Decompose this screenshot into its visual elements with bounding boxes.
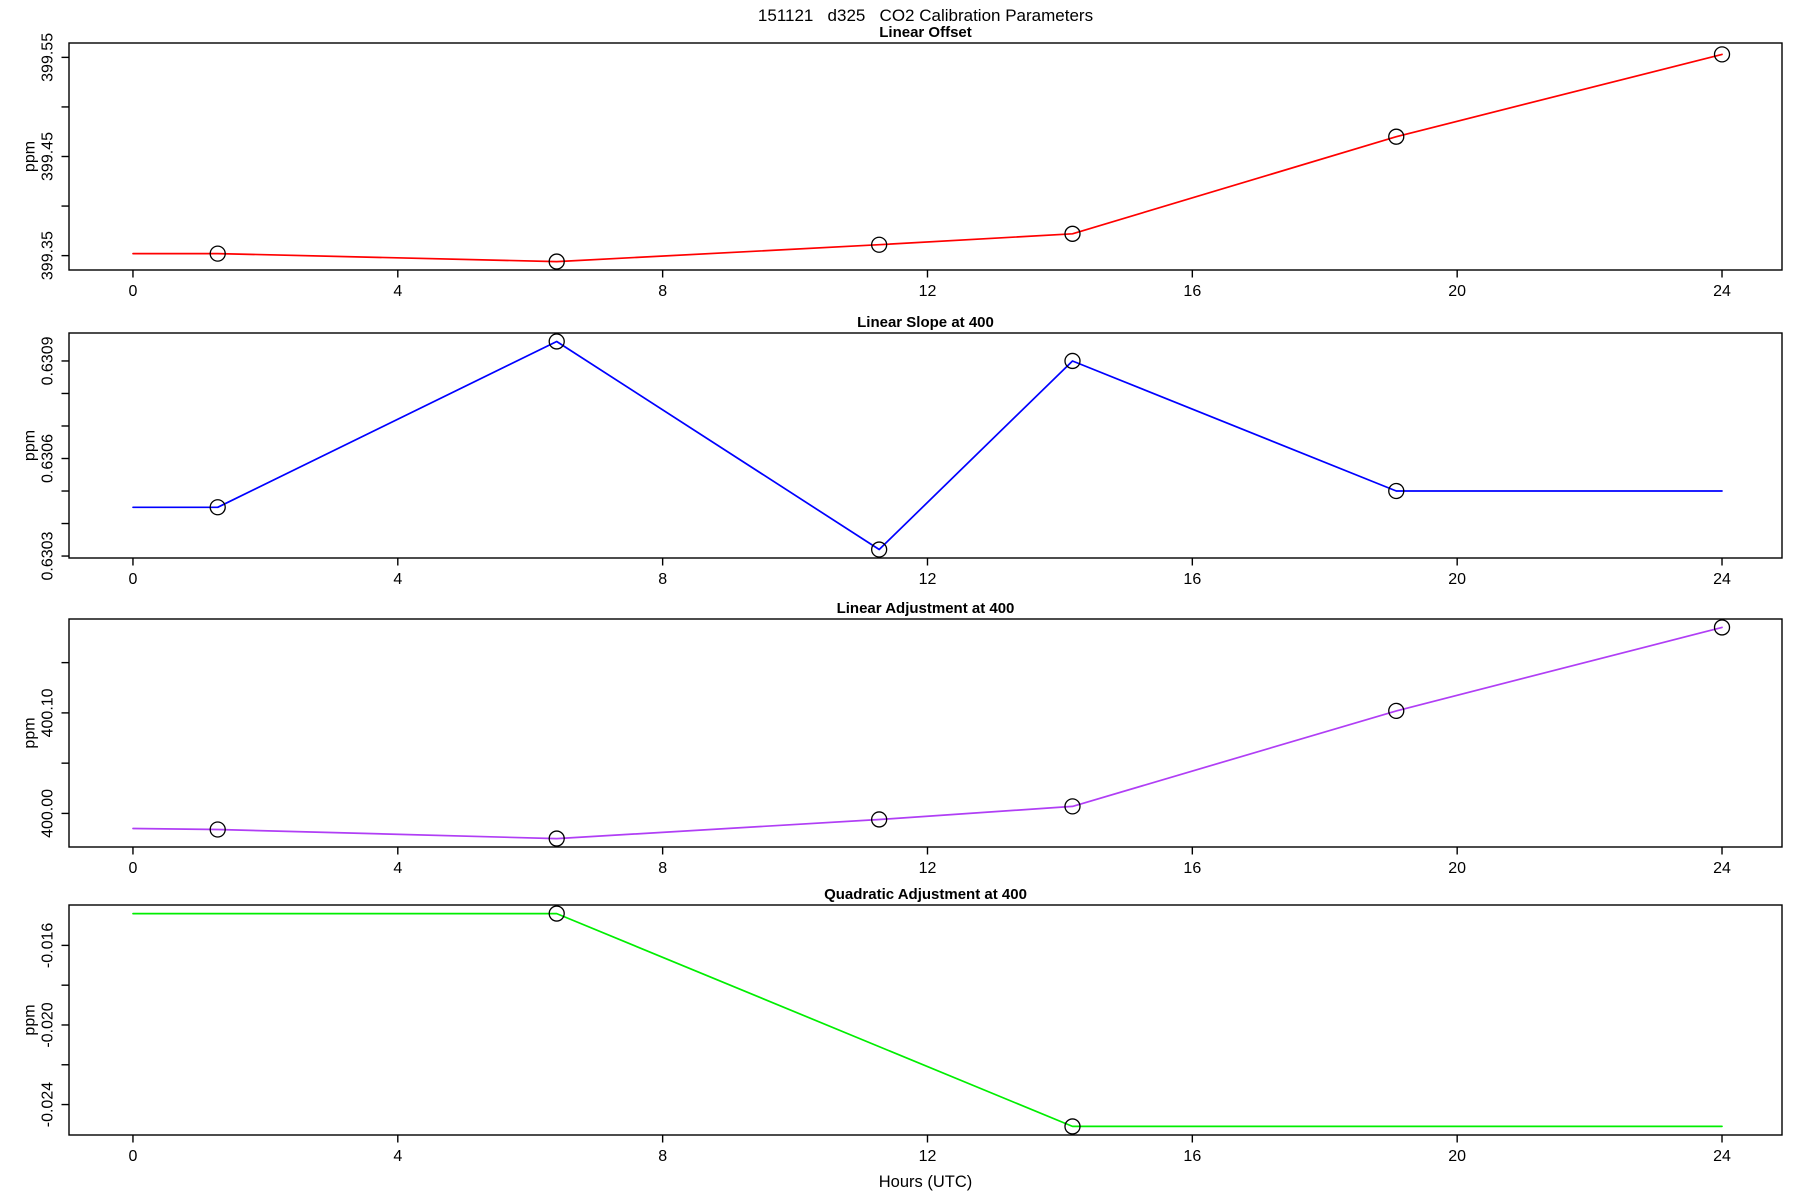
x-tick-label: 8 [658, 1148, 667, 1165]
y-tick-label: -0.020 [40, 1002, 57, 1047]
y-tick-label: 399.35 [40, 231, 57, 280]
x-tick-label: 4 [393, 860, 402, 877]
data-point-circle [1064, 352, 1081, 370]
y-tick-label: -0.016 [40, 923, 57, 968]
x-tick-label: 12 [919, 1148, 937, 1165]
data-point-circle [209, 821, 226, 838]
panel-box [68, 904, 1783, 1136]
x-tick-label: 20 [1448, 860, 1466, 877]
y-tick-label: 400.00 [40, 789, 57, 838]
x-tick-label: 20 [1448, 1148, 1466, 1165]
y-axis-label: ppm [22, 430, 39, 461]
data-point-circle [209, 499, 226, 516]
x-tick-label: 0 [129, 860, 138, 877]
figure-title: 151121 d325 CO2 Calibration Parameters [757, 6, 1094, 25]
y-axis-label: ppm [22, 717, 39, 748]
x-tick-label: 20 [1448, 571, 1466, 588]
x-tick-label: 24 [1713, 1148, 1731, 1165]
x-tick-label: 16 [1183, 283, 1201, 300]
data-point-circle [871, 236, 888, 253]
panel-title: Linear Offset [879, 24, 972, 41]
x-tick-label: 16 [1183, 860, 1201, 877]
data-point-circle [1388, 128, 1405, 145]
y-axis-label: ppm [22, 1004, 39, 1035]
data-point-circle [548, 333, 565, 350]
x-tick-label: 20 [1448, 283, 1466, 300]
panel-title: Quadratic Adjustment at 400 [824, 886, 1027, 903]
x-axis-title: Hours (UTC) [879, 1173, 973, 1191]
series-line [132, 626, 1723, 840]
x-tick-label: 0 [129, 571, 138, 588]
x-tick-label: 24 [1713, 571, 1731, 588]
y-tick-label: 399.45 [40, 132, 57, 181]
series-line [132, 340, 1723, 551]
panel-title: Linear Adjustment at 400 [837, 600, 1015, 617]
y-tick-label: 0.6303 [40, 531, 57, 580]
x-tick-label: 16 [1183, 1148, 1201, 1165]
x-tick-label: 4 [393, 571, 402, 588]
x-tick-label: 0 [129, 1148, 138, 1165]
x-tick-label: 16 [1183, 571, 1201, 588]
data-point-circle [871, 541, 888, 558]
panel-box [68, 332, 1783, 559]
panel-title: Linear Slope at 400 [857, 314, 994, 331]
data-point-circle [1064, 225, 1081, 242]
x-tick-label: 12 [919, 860, 937, 877]
x-tick-label: 0 [129, 283, 138, 300]
x-tick-label: 24 [1713, 283, 1731, 300]
data-point-circle [209, 245, 226, 262]
data-point-circle [1064, 1118, 1081, 1135]
y-tick-label: 0.6306 [40, 434, 57, 483]
data-point-circle [1388, 702, 1405, 720]
series-line [132, 912, 1723, 1128]
x-tick-label: 8 [658, 571, 667, 588]
data-point-circle [871, 811, 888, 828]
data-point-circle [1713, 619, 1731, 636]
panel-box [68, 618, 1783, 848]
x-tick-label: 4 [393, 283, 402, 300]
data-point-circle [1388, 482, 1405, 500]
x-tick-label: 12 [919, 571, 937, 588]
panel-3: Linear Adjustment at 400 ppm 400.00 400.10 0… [22, 600, 1783, 877]
data-point-circle [548, 253, 565, 270]
data-point-circle [1713, 46, 1731, 63]
panel-1: Linear Offset ppm 399.35 399.45 399.55 0 4 8 12 1… [22, 24, 1783, 300]
y-tick-label: 0.6309 [40, 336, 57, 385]
data-point-circle [548, 830, 565, 847]
x-tick-label: 8 [658, 283, 667, 300]
y-axis-label: ppm [22, 141, 39, 172]
data-point-circle [548, 905, 565, 922]
x-tick-label: 24 [1713, 860, 1731, 877]
panel-2: Linear Slope at 400 ppm 0.6303 0.6306 0.6309… [22, 314, 1783, 588]
y-tick-label: 400.10 [40, 688, 57, 737]
panel-4: Quadratic Adjustment at 400 ppm -0.024 -0.0… [22, 886, 1783, 1165]
x-tick-label: 8 [658, 860, 667, 877]
y-tick-label: -0.024 [40, 1082, 57, 1127]
panel-box [68, 42, 1783, 271]
x-tick-label: 12 [919, 283, 937, 300]
data-point-circle [1064, 798, 1081, 815]
y-tick-label: 399.55 [40, 33, 57, 82]
x-tick-label: 4 [393, 1148, 402, 1165]
series-line [132, 53, 1723, 263]
